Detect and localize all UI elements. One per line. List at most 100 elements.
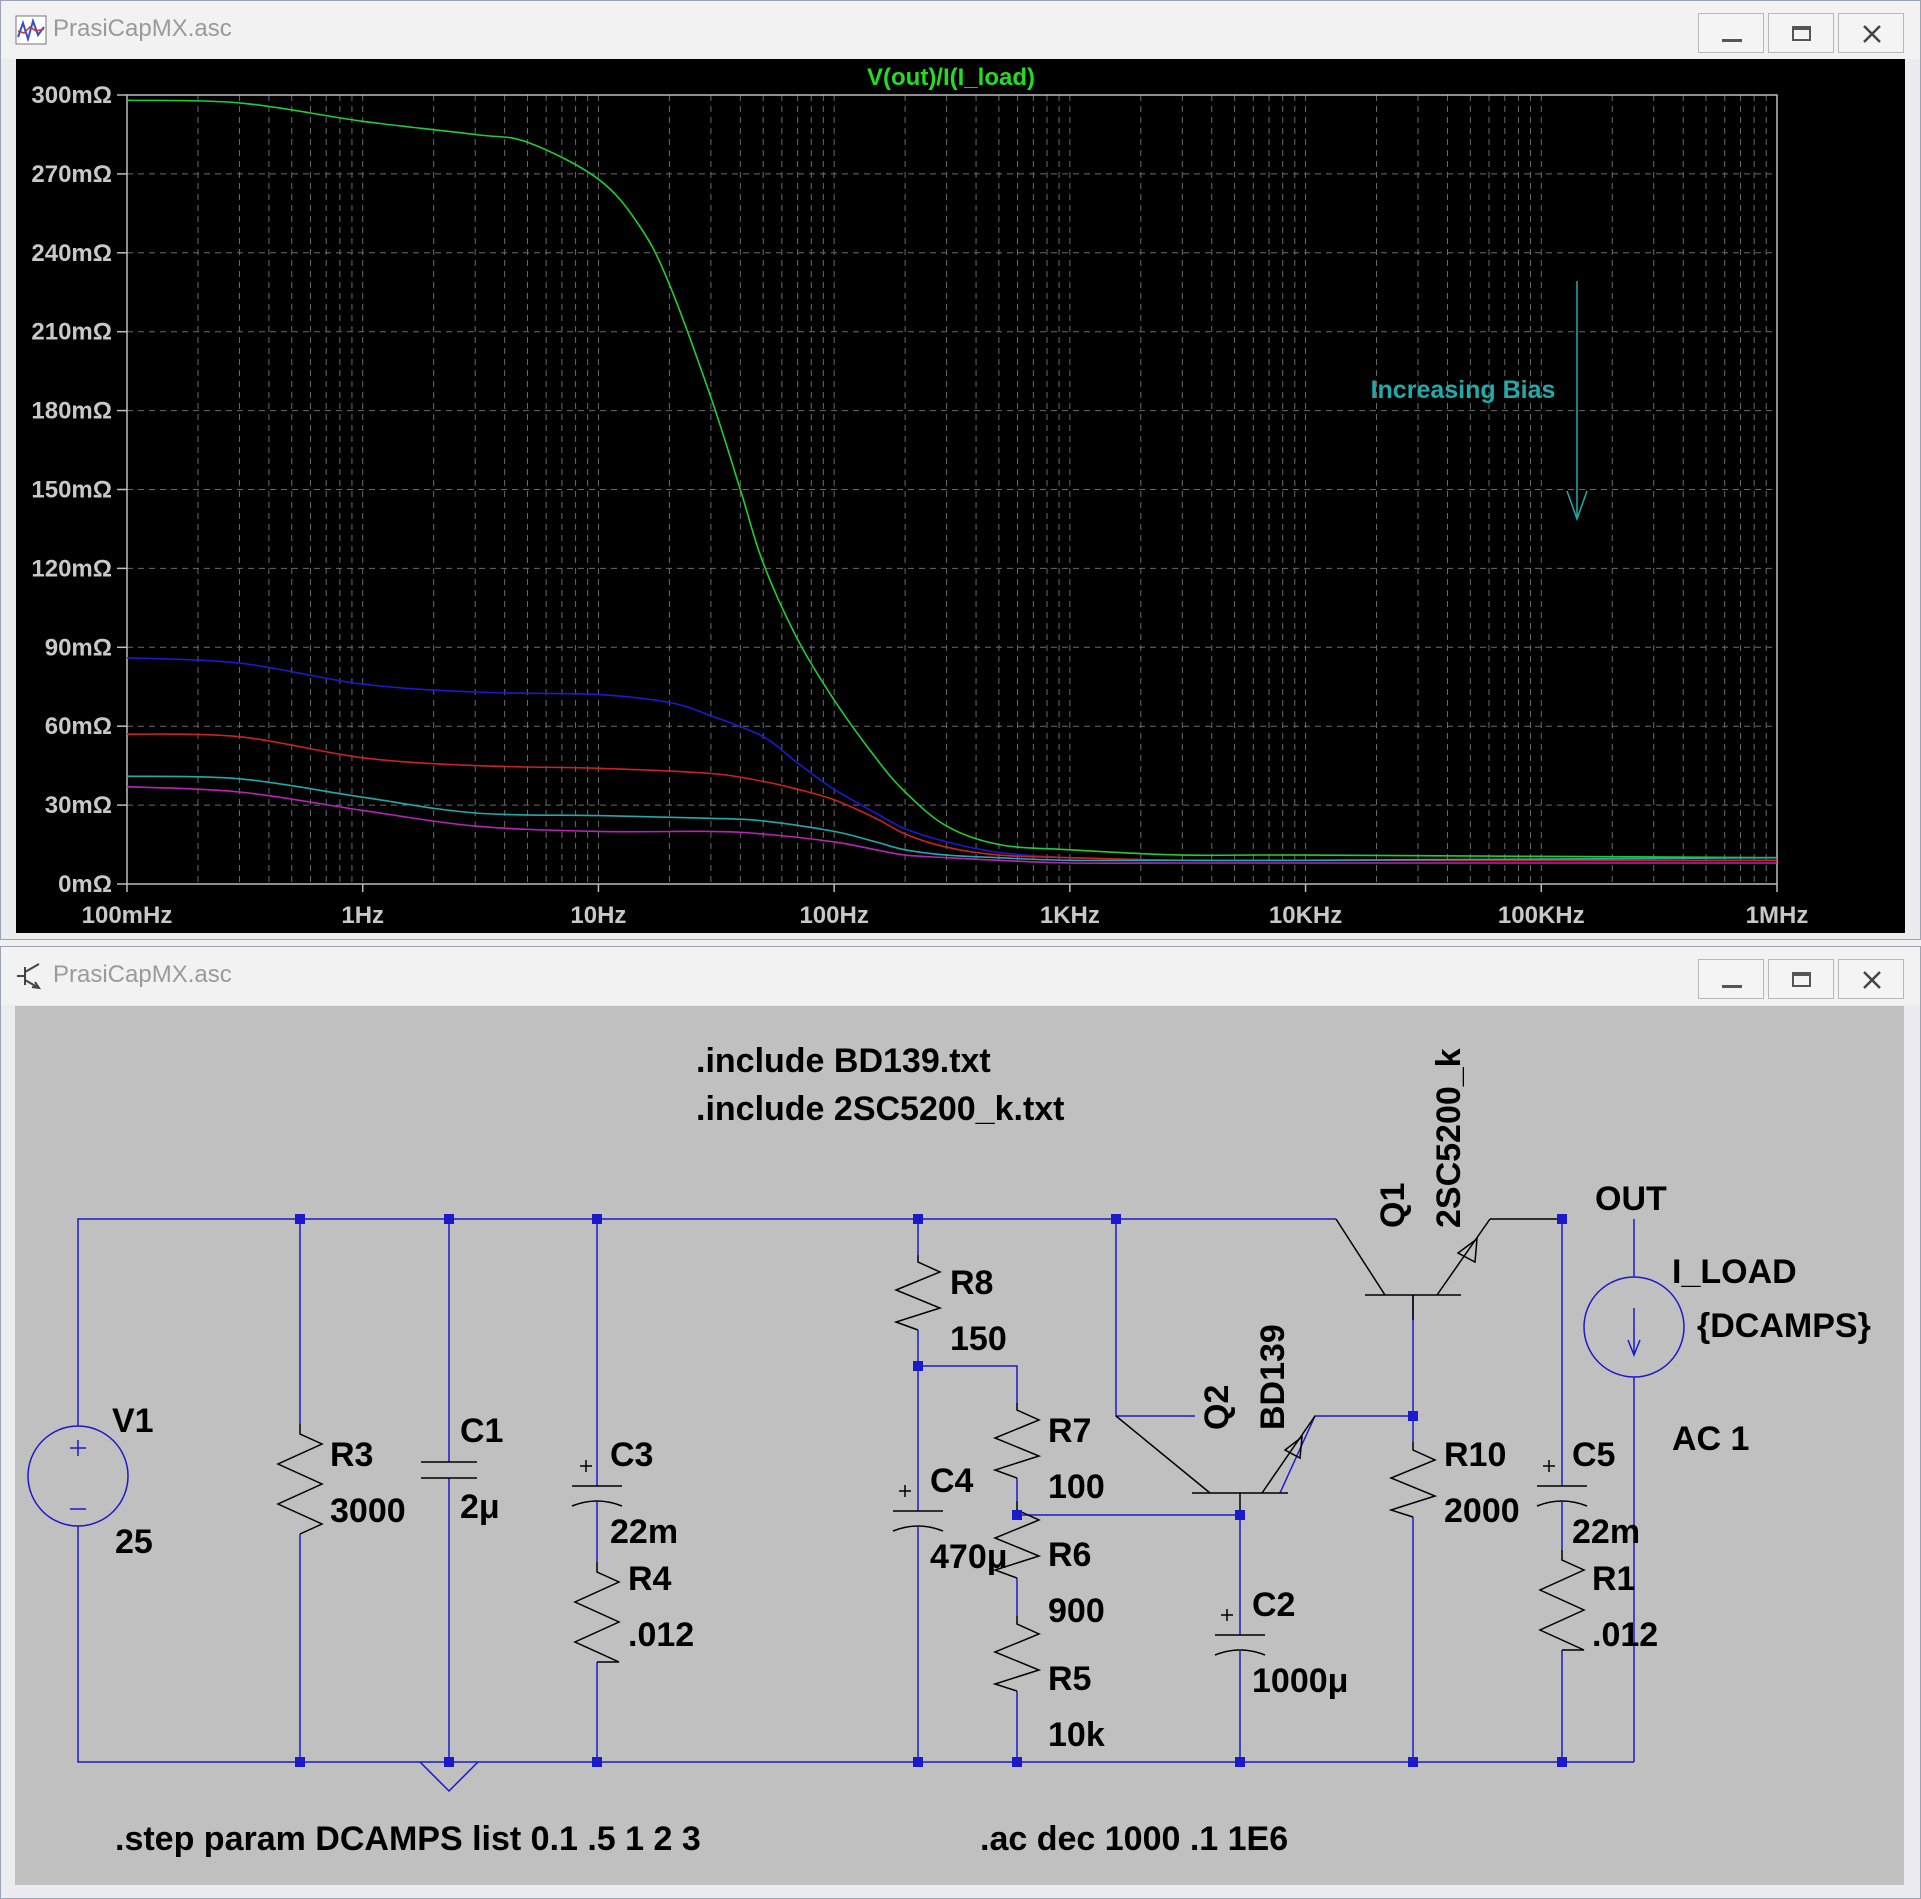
plot-background [16, 59, 1905, 933]
x-tick-label: 100Hz [799, 902, 868, 929]
Q1-transistor[interactable] [1335, 1218, 1562, 1320]
y-tick-label: 60mΩ [45, 713, 112, 740]
C5-capacitor[interactable] [1536, 1460, 1588, 1507]
x-tick-label: 10Hz [570, 902, 626, 929]
y-tick-label: 150mΩ [31, 477, 112, 504]
R8-resistor[interactable] [893, 1255, 943, 1331]
C2-label: C2 [1252, 1586, 1295, 1624]
R1-value: .012 [1592, 1616, 1658, 1654]
R1-label: R1 [1592, 1560, 1635, 1598]
include-directive-2[interactable]: .include 2SC5200_k.txt [696, 1090, 1065, 1128]
R7-resistor[interactable] [992, 1403, 1042, 1479]
y-tick-label: 0mΩ [58, 871, 112, 898]
restore-button[interactable] [1768, 13, 1834, 53]
Q1-label: Q1 [1374, 1183, 1412, 1228]
y-tick-label: 210mΩ [31, 319, 112, 346]
C2-capacitor[interactable] [1214, 1609, 1266, 1656]
C4-capacitor[interactable] [892, 1485, 944, 1532]
minimize-button[interactable] [1698, 959, 1764, 999]
trace-line-1[interactable] [126, 99, 1778, 859]
bias-arrow [1566, 281, 1588, 522]
schematic-window-title: PrasiCapMX.asc [53, 961, 232, 988]
Q2-label: Q2 [1198, 1385, 1236, 1430]
waveform-icon [15, 15, 47, 45]
V1-voltage-source[interactable] [27, 1425, 129, 1527]
y-tick-label: 300mΩ [31, 82, 112, 109]
R6-label: R6 [1048, 1536, 1091, 1574]
x-tick-label: 1Hz [341, 902, 384, 929]
include-directive-1[interactable]: .include BD139.txt [696, 1042, 991, 1080]
R8-value: 150 [950, 1320, 1007, 1358]
I_LOAD-label: I_LOAD [1672, 1253, 1797, 1291]
R3-resistor[interactable] [276, 1424, 324, 1535]
C1-label: C1 [460, 1412, 503, 1450]
minimize-icon [1722, 39, 1742, 42]
plot-window-title: PrasiCapMX.asc [53, 15, 232, 42]
C1-value: 2μ [460, 1488, 500, 1526]
annotation-text[interactable]: Increasing Bias [1371, 376, 1556, 404]
schematic-title-bar[interactable]: PrasiCapMX.asc [1, 947, 1920, 1005]
waveform-plot[interactable]: 100mHz 1Hz 10Hz 100Hz 1KHz 10KHz 100KHz 1MHz 0m… [16, 59, 1905, 933]
y-tick-label: 180mΩ [31, 398, 112, 425]
y-tick-label: 30mΩ [45, 792, 112, 819]
R5-value: 10k [1048, 1716, 1105, 1754]
close-icon [1863, 25, 1881, 43]
close-button[interactable] [1838, 13, 1904, 53]
I_LOAD-ac: AC 1 [1672, 1420, 1749, 1458]
ground-symbol [419, 1761, 479, 1793]
restore-icon [1792, 26, 1811, 41]
R3-label: R3 [330, 1436, 373, 1474]
trace-line-5[interactable] [126, 785, 1777, 864]
C5-value: 22m [1572, 1513, 1640, 1551]
restore-button[interactable] [1768, 959, 1834, 999]
minimize-button[interactable] [1698, 13, 1764, 53]
R5-resistor[interactable] [992, 1616, 1042, 1692]
close-button[interactable] [1838, 959, 1904, 999]
Q1-model: 2SC5200_k [1430, 1048, 1468, 1228]
x-tick-label: 1KHz [1040, 902, 1100, 929]
x-tick-label: 10KHz [1269, 902, 1342, 929]
R5-label: R5 [1048, 1660, 1091, 1698]
out-net-label: OUT [1595, 1180, 1667, 1218]
I_LOAD-current-source[interactable] [1583, 1276, 1685, 1378]
V1-value: 25 [115, 1523, 153, 1561]
C3-label: C3 [610, 1436, 653, 1474]
R1-resistor[interactable] [1538, 1550, 1586, 1651]
plot-window: PrasiCapMX.asc 100mHz 1Hz 10Hz 100Hz 1KHz 10K… [0, 0, 1921, 940]
x-axis-ticks: 100mHz 1Hz 10Hz 100Hz 1KHz 10KHz 100KHz 1MHz [82, 884, 1809, 929]
close-icon [1863, 971, 1881, 989]
R4-label: R4 [628, 1560, 672, 1598]
ac-directive[interactable]: .ac dec 1000 .1 1E6 [980, 1820, 1288, 1858]
y-tick-label: 120mΩ [31, 555, 112, 582]
R4-resistor[interactable] [573, 1562, 621, 1663]
R8-label: R8 [950, 1264, 993, 1302]
I_LOAD-value: {DCAMPS} [1697, 1307, 1871, 1345]
step-directive[interactable]: .step param DCAMPS list 0.1 .5 1 2 3 [115, 1820, 701, 1858]
Q2-transistor[interactable] [1115, 1415, 1316, 1515]
x-tick-label: 1MHz [1746, 902, 1809, 929]
schematic-background [15, 1006, 1904, 1885]
x-tick-label: 100mHz [82, 902, 173, 929]
plot-traces [126, 99, 1778, 864]
y-tick-label: 270mΩ [31, 161, 112, 188]
transistor-icon [17, 963, 42, 990]
y-tick-label: 90mΩ [45, 634, 112, 661]
C4-label: C4 [930, 1462, 974, 1500]
trace-line-4[interactable] [126, 775, 1778, 862]
C2-value: 1000μ [1252, 1662, 1348, 1700]
R10-resistor[interactable] [1388, 1442, 1438, 1518]
R6-value: 900 [1048, 1592, 1105, 1630]
y-tick-label: 240mΩ [31, 240, 112, 267]
minimize-icon [1722, 985, 1742, 988]
plot-title-bar[interactable]: PrasiCapMX.asc [1, 1, 1920, 59]
C1-capacitor[interactable] [421, 1461, 477, 1479]
R4-value: .012 [628, 1616, 694, 1654]
trace-title[interactable]: V(out)/I(I_load) [867, 64, 1035, 91]
restore-icon [1792, 972, 1811, 987]
schematic-canvas[interactable]: V1 25 R3 3000 C1 2μ C3 22m R4 .012 R8 15… [15, 1006, 1904, 1885]
C3-capacitor[interactable] [571, 1460, 623, 1507]
C3-value: 22m [610, 1513, 678, 1551]
C5-label: C5 [1572, 1436, 1615, 1474]
junction-dots [295, 1214, 1567, 1767]
x-tick-label: 100KHz [1498, 902, 1585, 929]
